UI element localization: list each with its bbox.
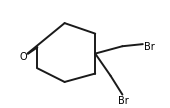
Text: Br: Br: [144, 42, 154, 52]
Text: Br: Br: [118, 96, 129, 106]
Text: O: O: [19, 52, 27, 62]
